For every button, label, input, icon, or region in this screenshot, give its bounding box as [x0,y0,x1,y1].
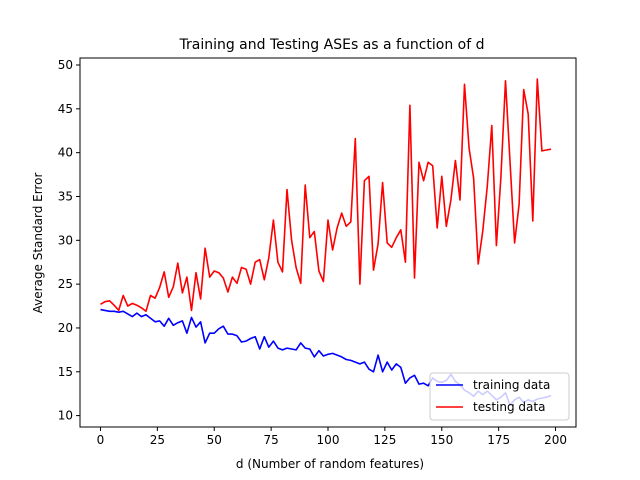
y-tick-label: 25 [58,277,73,291]
y-tick-label: 30 [58,233,73,247]
y-tick-label: 40 [58,146,73,160]
x-tick-label: 50 [207,433,222,447]
x-tick-label: 75 [263,433,278,447]
y-tick-label: 10 [58,409,73,423]
axes: 0 25 50 75 100 125 150 175 200 10 15 20 25 30 35 40 45 50 [58,57,577,447]
y-tick-label: 20 [58,321,73,335]
y-tick-label: 45 [58,102,73,116]
y-tick-label: 50 [58,58,73,72]
y-tick-label: 15 [58,365,73,379]
y-tick-label: 35 [58,189,73,203]
x-tick-label: 175 [487,433,510,447]
legend: training data testing data [429,372,570,421]
chart-title: Training and Testing ASEs as a function … [178,37,484,53]
x-axis-label: d (Number of random features) [236,457,424,471]
x-tick-label: 150 [430,433,453,447]
series-line-1 [100,78,552,313]
x-tick-label: 0 [97,433,105,447]
y-axis-label: Average Standard Error [31,173,45,314]
legend-label-1: testing data [473,400,545,414]
x-tick-label: 125 [373,433,396,447]
x-tick-label: 200 [544,433,567,447]
legend-box [429,372,570,421]
legend-label-0: training data [473,378,550,392]
x-tick-label: 25 [150,433,165,447]
x-tick-label: 100 [317,433,340,447]
